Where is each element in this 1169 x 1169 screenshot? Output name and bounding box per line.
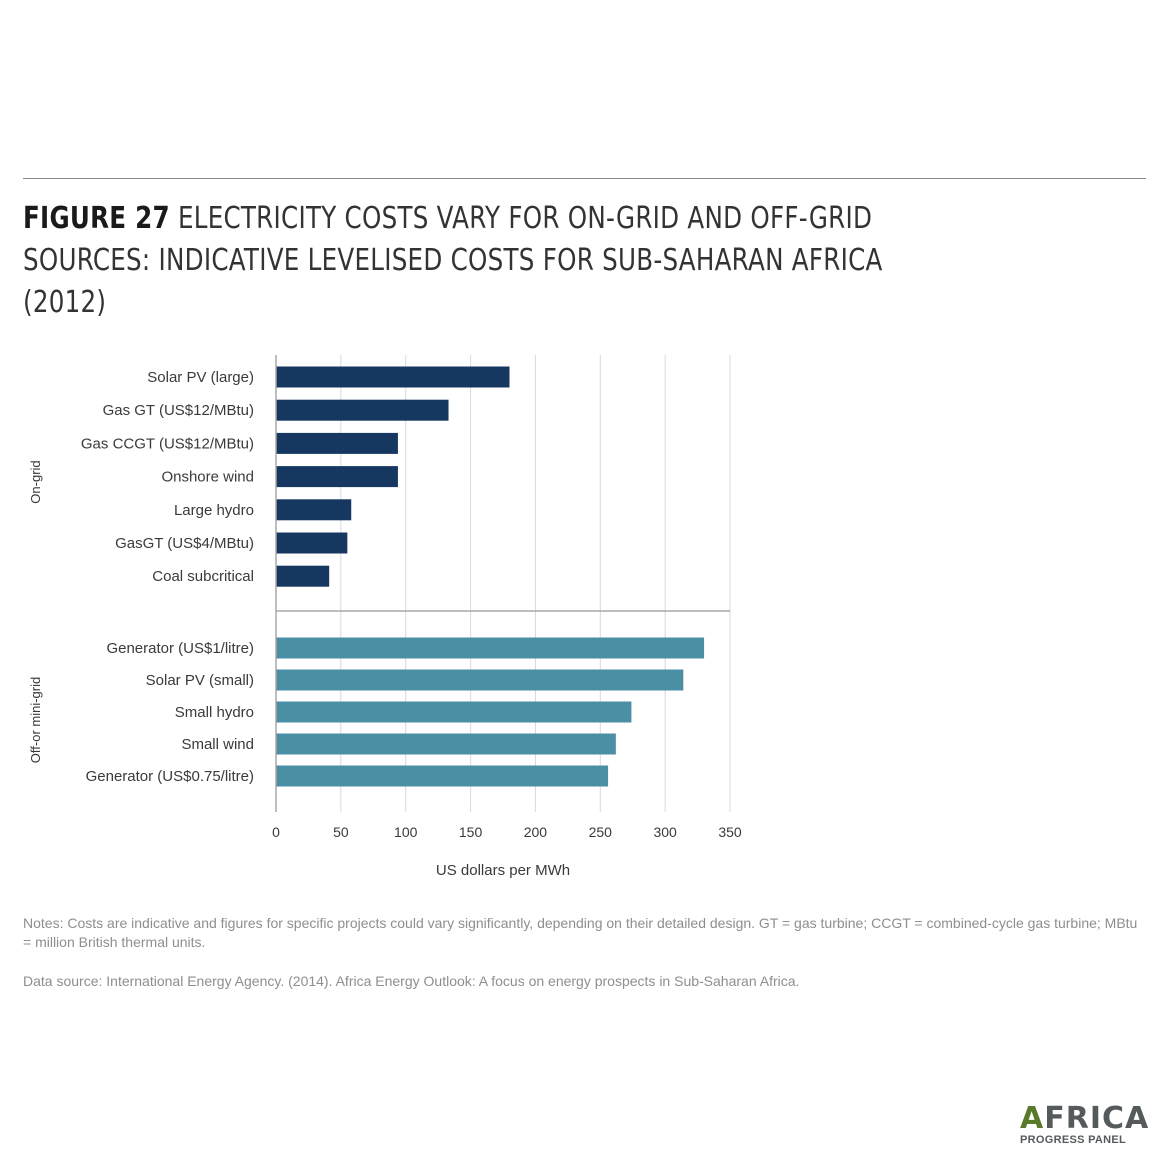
category-label: Solar PV (large): [147, 369, 254, 386]
category-label: Onshore wind: [161, 469, 254, 486]
top-rule: [23, 178, 1146, 179]
x-tick-label: 150: [459, 824, 483, 840]
x-tick-label: 100: [394, 824, 418, 840]
logo-subtitle: PROGRESS PANEL: [1020, 1134, 1127, 1146]
x-tick-label: 250: [589, 824, 613, 840]
group-label: Off-or mini-grid: [28, 677, 43, 763]
bar: [276, 637, 705, 659]
x-tick-label: 300: [653, 824, 677, 840]
bar: [276, 765, 609, 787]
figure-number: FIGURE 27: [23, 201, 170, 236]
data-source: Data source: International Energy Agency…: [23, 973, 800, 989]
x-tick-label: 350: [718, 824, 742, 840]
africa-progress-panel-logo: AFRICA PROGRESS PANEL: [1020, 1104, 1148, 1147]
category-label: Solar PV (small): [146, 672, 254, 689]
notes: Notes: Costs are indicative and figures …: [23, 915, 1138, 950]
bar: [276, 532, 348, 554]
bar: [276, 499, 352, 521]
category-label: GasGT (US$4/MBtu): [115, 535, 254, 552]
category-label: Generator (US$0.75/litre): [86, 768, 254, 785]
bar: [276, 733, 616, 755]
bar: [276, 399, 449, 421]
bar-chart: Solar PV (large) Gas GT (US$12/MBtu) Gas C…: [28, 355, 742, 879]
bar: [276, 366, 510, 388]
figure-title-text: ELECTRICITY COSTS VARY FOR ON-GRID AND O…: [23, 201, 883, 320]
group-label: On-grid: [28, 460, 43, 503]
x-tick-label: 0: [272, 824, 280, 840]
category-label: Large hydro: [174, 502, 254, 519]
category-label: Gas CCGT (US$12/MBtu): [81, 435, 254, 452]
category-label: Gas GT (US$12/MBtu): [103, 402, 254, 419]
x-axis-title: US dollars per MWh: [436, 862, 570, 879]
x-tick-label: 50: [333, 824, 349, 840]
category-label: Generator (US$1/litre): [106, 640, 254, 657]
x-tick-label: 200: [524, 824, 548, 840]
bar: [276, 466, 398, 488]
category-label: Small wind: [181, 736, 254, 753]
logo-wordmark: AFRICA: [1020, 1101, 1150, 1136]
bar: [276, 432, 398, 454]
category-label: Coal subcritical: [152, 568, 254, 585]
bar: [276, 669, 684, 691]
bar: [276, 701, 632, 723]
figure-title: FIGURE 27 ELECTRICITY COSTS VARY FOR ON-…: [23, 198, 933, 324]
bar: [276, 565, 330, 587]
category-label: Small hydro: [175, 704, 254, 721]
